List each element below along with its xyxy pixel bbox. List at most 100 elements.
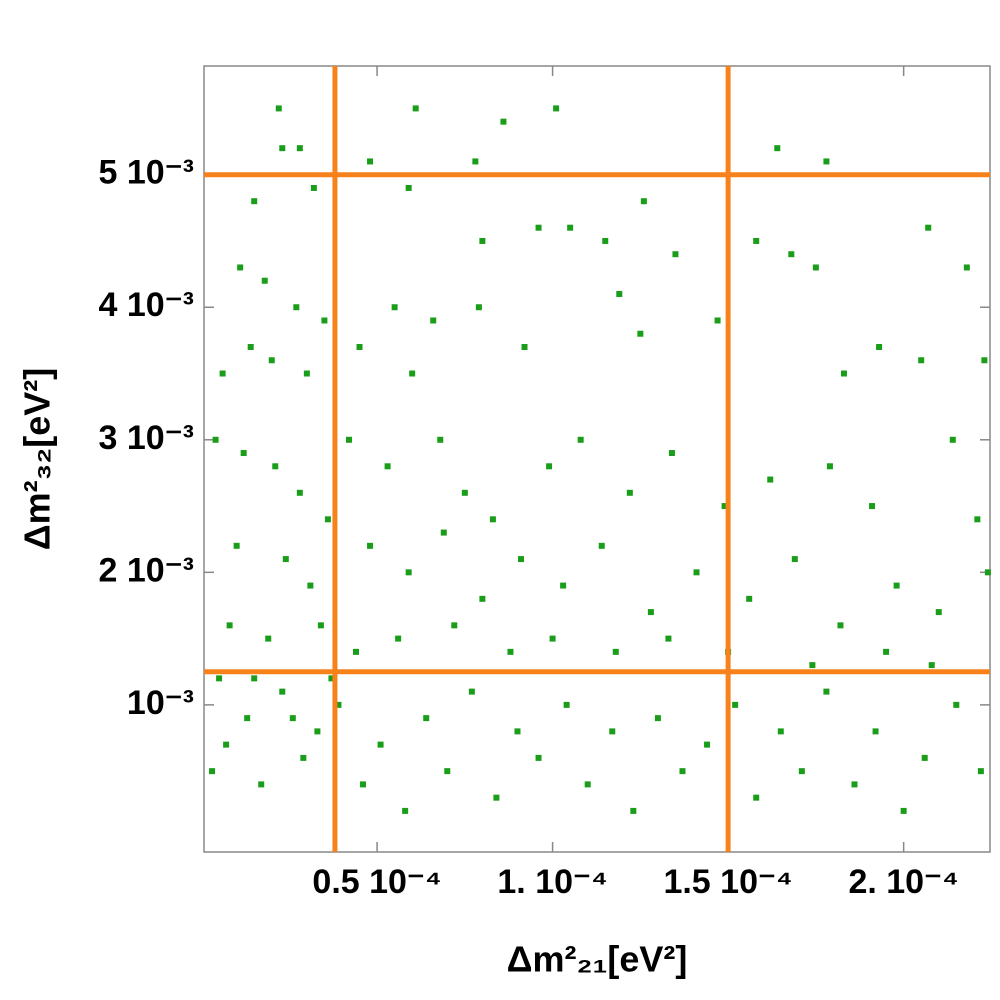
point [219, 370, 226, 377]
point [788, 251, 795, 258]
x-tick-label: 0.5 10⁻⁴ [312, 863, 441, 901]
point [251, 675, 258, 682]
point [553, 105, 560, 112]
point [268, 357, 275, 364]
point [609, 728, 616, 735]
point [212, 436, 219, 443]
point [984, 569, 991, 576]
point [360, 781, 367, 788]
point [437, 436, 444, 443]
point [405, 184, 412, 191]
point [974, 516, 981, 523]
point [412, 105, 419, 112]
point [977, 768, 984, 775]
point [233, 542, 240, 549]
point [324, 516, 331, 523]
point [521, 343, 528, 350]
point [630, 807, 637, 814]
point [809, 662, 816, 669]
point [293, 304, 300, 311]
point [883, 648, 890, 655]
point [714, 317, 721, 324]
point [546, 463, 553, 470]
point [384, 463, 391, 470]
point [637, 330, 644, 337]
point [328, 675, 335, 682]
point [826, 463, 833, 470]
point [560, 582, 567, 589]
point [753, 237, 760, 244]
point [777, 728, 784, 735]
point [468, 688, 475, 695]
point [251, 198, 258, 205]
point [500, 118, 507, 125]
x-tick-label: 1.5 10⁻⁴ [663, 863, 792, 901]
point [514, 728, 521, 735]
y-tick-label: 2 10⁻³ [99, 551, 194, 589]
point [598, 542, 605, 549]
point [767, 476, 774, 483]
point [493, 794, 500, 801]
point [395, 635, 402, 642]
point [840, 370, 847, 377]
point [963, 264, 970, 271]
point [489, 516, 496, 523]
point [261, 277, 268, 284]
point [577, 436, 584, 443]
point [981, 357, 988, 364]
point [563, 701, 570, 708]
point [535, 224, 542, 231]
y-tick-label: 5 10⁻³ [99, 154, 194, 192]
y-axis-label: Δm²₃₂[eV²] [17, 368, 58, 551]
point [321, 317, 328, 324]
point [367, 542, 374, 549]
point [430, 317, 437, 324]
point [918, 357, 925, 364]
point [774, 145, 781, 152]
point [303, 370, 310, 377]
point [876, 343, 883, 350]
point [721, 503, 728, 510]
y-tick-label: 4 10⁻³ [99, 286, 194, 324]
point [602, 237, 609, 244]
point [472, 158, 479, 165]
point [367, 158, 374, 165]
y-tick-label: 10⁻³ [127, 684, 194, 722]
point [279, 145, 286, 152]
point [244, 715, 251, 722]
point [247, 343, 254, 350]
point [345, 436, 352, 443]
point [409, 370, 416, 377]
point [872, 728, 879, 735]
point [921, 754, 928, 761]
point [275, 105, 282, 112]
point [893, 582, 900, 589]
y-tick-label: 3 10⁻³ [99, 419, 194, 457]
point [647, 609, 654, 616]
point [851, 781, 858, 788]
point [265, 635, 272, 642]
point [928, 662, 935, 669]
point [300, 754, 307, 761]
point [296, 489, 303, 496]
point [665, 635, 672, 642]
point [223, 741, 230, 748]
point [314, 728, 321, 735]
point [402, 807, 409, 814]
point [549, 635, 556, 642]
point [791, 556, 798, 563]
x-axis-label: Δm²₂₁[eV²] [507, 939, 688, 980]
point [925, 224, 932, 231]
point [823, 158, 830, 165]
point [479, 237, 486, 244]
point [216, 675, 223, 682]
point [296, 145, 303, 152]
point [668, 450, 675, 457]
point [307, 582, 314, 589]
point [798, 768, 805, 775]
point [377, 741, 384, 748]
point [812, 264, 819, 271]
point [837, 622, 844, 629]
point [279, 688, 286, 695]
